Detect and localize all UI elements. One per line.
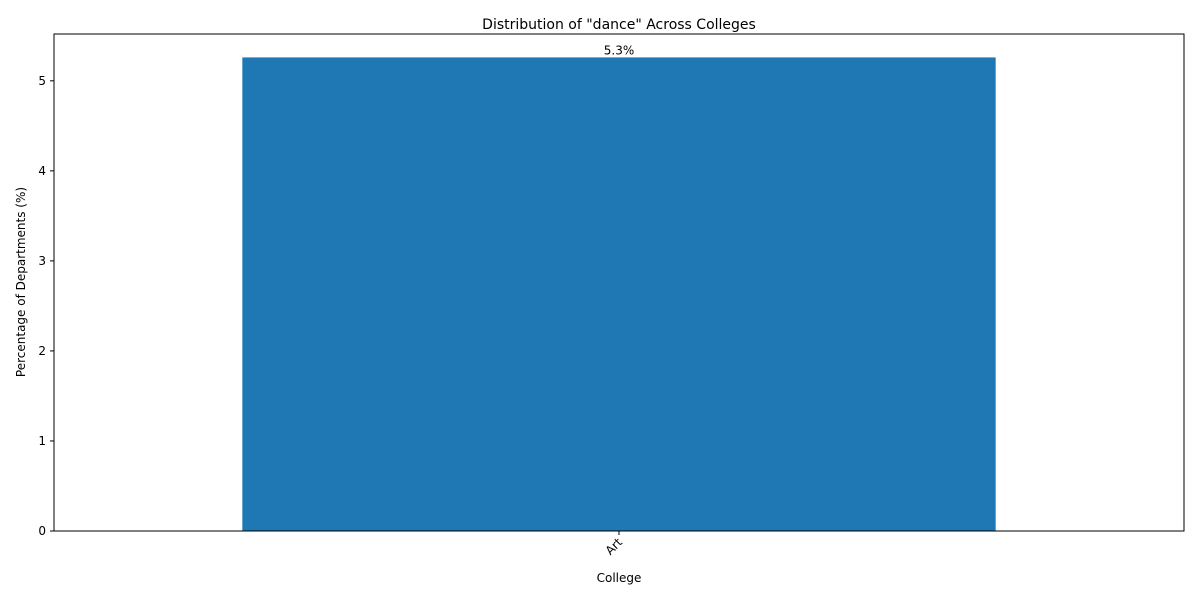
x-tick-label: Art [603,535,626,558]
y-axis: 0 1 2 3 4 5 [38,74,54,538]
y-axis-label: Percentage of Departments (%) [14,187,28,377]
data-labels-group: 5.3% [604,43,635,57]
y-tick-label: 5 [38,74,46,88]
y-tick-label: 1 [38,434,46,448]
bars-group [242,57,996,531]
y-tick-label: 0 [38,524,46,538]
x-axis-label: College [597,571,642,585]
bar-value-label: 5.3% [604,43,635,57]
y-tick-label: 4 [38,164,46,178]
x-axis: Art [603,531,626,558]
y-tick-label: 2 [38,344,46,358]
y-tick-label: 3 [38,254,46,268]
bar-art [242,57,996,531]
chart-title: Distribution of "dance" Across Colleges [482,17,756,33]
